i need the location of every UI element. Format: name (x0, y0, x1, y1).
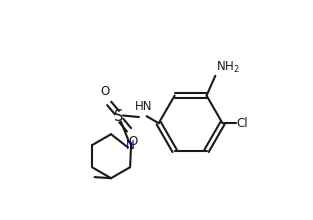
Text: S: S (115, 109, 124, 124)
Text: Cl: Cl (236, 117, 248, 130)
Text: O: O (100, 85, 110, 98)
Text: O: O (129, 135, 138, 148)
Text: N: N (126, 139, 135, 152)
Text: HN: HN (135, 100, 152, 113)
Text: NH$_2$: NH$_2$ (217, 60, 240, 75)
